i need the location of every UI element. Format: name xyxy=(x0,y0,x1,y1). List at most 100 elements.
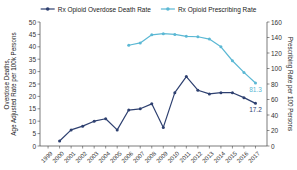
x-tick-label: 2000 xyxy=(51,150,65,164)
x-tick xyxy=(94,146,95,149)
legend-marker xyxy=(46,7,50,11)
y-tick xyxy=(38,34,41,35)
legend: Rx Opioid Overdose Death Rate Rx Opioid P… xyxy=(41,6,257,14)
y2-tick-label: 40 xyxy=(271,112,279,119)
y-tick xyxy=(38,71,41,72)
series-marker xyxy=(58,140,61,143)
y-tick-label: 40 xyxy=(29,43,37,50)
y-tick xyxy=(38,46,41,47)
series-marker xyxy=(254,102,257,105)
series-marker xyxy=(162,126,165,129)
y2-tick xyxy=(267,84,270,85)
x-tick-label: 2005 xyxy=(109,150,123,164)
y-tick-label: 10 xyxy=(29,118,37,125)
series-marker xyxy=(196,35,199,38)
series-marker xyxy=(150,33,153,36)
x-axis-line xyxy=(40,146,267,147)
series-line xyxy=(129,34,256,83)
chart: 1999200020012002200320042005200620072008… xyxy=(0,0,297,170)
y2-tick xyxy=(267,68,270,69)
series-marker xyxy=(185,75,188,78)
x-tick-label: 2003 xyxy=(86,150,100,164)
x-tick xyxy=(117,146,118,149)
annotation: 81.3 xyxy=(249,86,262,93)
x-tick xyxy=(105,146,106,149)
legend-item: Rx Opioid Overdose Death Rate xyxy=(41,6,152,14)
y2-tick-label: 80 xyxy=(271,81,279,88)
series-marker xyxy=(93,120,96,123)
y2-tick xyxy=(267,22,270,23)
y-axis-label-line: Age Adjusted Rate per 100k Persons xyxy=(10,32,18,135)
y-tick xyxy=(38,108,41,109)
y2-tick xyxy=(267,115,270,116)
x-tick-label: 2016 xyxy=(236,150,250,164)
series-marker xyxy=(70,128,73,131)
y-tick-label: 35 xyxy=(29,56,37,63)
y-tick-label: 20 xyxy=(29,93,37,100)
y-axis-label-line: Overdose Deaths, xyxy=(3,58,10,109)
y2-axis-label: Prescribing Rate per 100 Persons xyxy=(286,37,294,132)
x-tick-label: 2001 xyxy=(63,150,77,164)
legend-item: Rx Opioid Prescribing Rate xyxy=(161,6,257,14)
x-tick xyxy=(59,146,60,149)
series-marker xyxy=(219,45,222,48)
y-tick-label: 30 xyxy=(29,68,37,75)
x-tick xyxy=(128,146,129,149)
y2-tick-label: 100 xyxy=(271,65,282,72)
x-tick xyxy=(71,146,72,149)
x-tick-label: 2015 xyxy=(224,150,238,164)
x-tick xyxy=(243,146,244,149)
x-axis: 1999200020012002200320042005200620072008… xyxy=(40,146,262,164)
y-tick-label: 25 xyxy=(29,81,37,88)
legend-label: Rx Opioid Overdose Death Rate xyxy=(58,6,152,14)
x-tick xyxy=(197,146,198,149)
y-tick xyxy=(38,133,41,134)
y-tick-label: 15 xyxy=(29,105,37,112)
y2-tick xyxy=(267,146,270,147)
x-tick-label: 2006 xyxy=(121,150,135,164)
x-tick-label: 2002 xyxy=(74,150,88,164)
y2-axis: 020406080100120140160 xyxy=(267,19,282,150)
series-marker xyxy=(185,35,188,38)
series-marker xyxy=(173,91,176,94)
y-tick xyxy=(38,22,41,23)
y-tick-label: 50 xyxy=(29,19,37,26)
y2-tick-label: 20 xyxy=(271,127,279,134)
series-marker xyxy=(242,96,245,99)
y2-tick-label: 120 xyxy=(271,50,282,57)
series-marker xyxy=(208,38,211,41)
y2-tick-label: 0 xyxy=(271,143,275,150)
series-marker xyxy=(162,32,165,35)
x-tick-label: 2009 xyxy=(155,150,169,164)
y-tick xyxy=(38,146,41,147)
x-tick xyxy=(82,146,83,149)
legend-marker xyxy=(166,7,170,11)
series-marker xyxy=(208,92,211,95)
y2-tick xyxy=(267,53,270,54)
y-tick xyxy=(38,96,41,97)
y-tick-label: 5 xyxy=(32,130,36,137)
x-tick xyxy=(209,146,210,149)
series-marker xyxy=(139,107,142,110)
series-marker xyxy=(242,71,245,74)
series-marker xyxy=(139,41,142,44)
series-marker xyxy=(254,81,257,84)
y-axis-label: Overdose Deaths,Age Adjusted Rate per 10… xyxy=(3,32,18,135)
y-tick xyxy=(38,121,41,122)
x-tick-label: 2010 xyxy=(167,150,181,164)
y-tick-label: 45 xyxy=(29,31,37,38)
series-marker xyxy=(231,91,234,94)
x-tick xyxy=(232,146,233,149)
y-tick xyxy=(38,59,41,60)
x-tick xyxy=(255,146,256,149)
x-tick-label: 1999 xyxy=(40,150,54,164)
y-axis: 0 5 10 15 20 25 30 35 40 45 50 xyxy=(29,19,40,150)
series-marker xyxy=(127,109,130,112)
series-marker xyxy=(116,128,119,131)
series-marker xyxy=(196,89,199,92)
y-tick-label: 0 xyxy=(32,143,36,150)
series-marker xyxy=(173,33,176,36)
x-tick-label: 2013 xyxy=(201,150,215,164)
y2-tick xyxy=(267,130,270,131)
x-tick-label: 2014 xyxy=(213,150,227,164)
